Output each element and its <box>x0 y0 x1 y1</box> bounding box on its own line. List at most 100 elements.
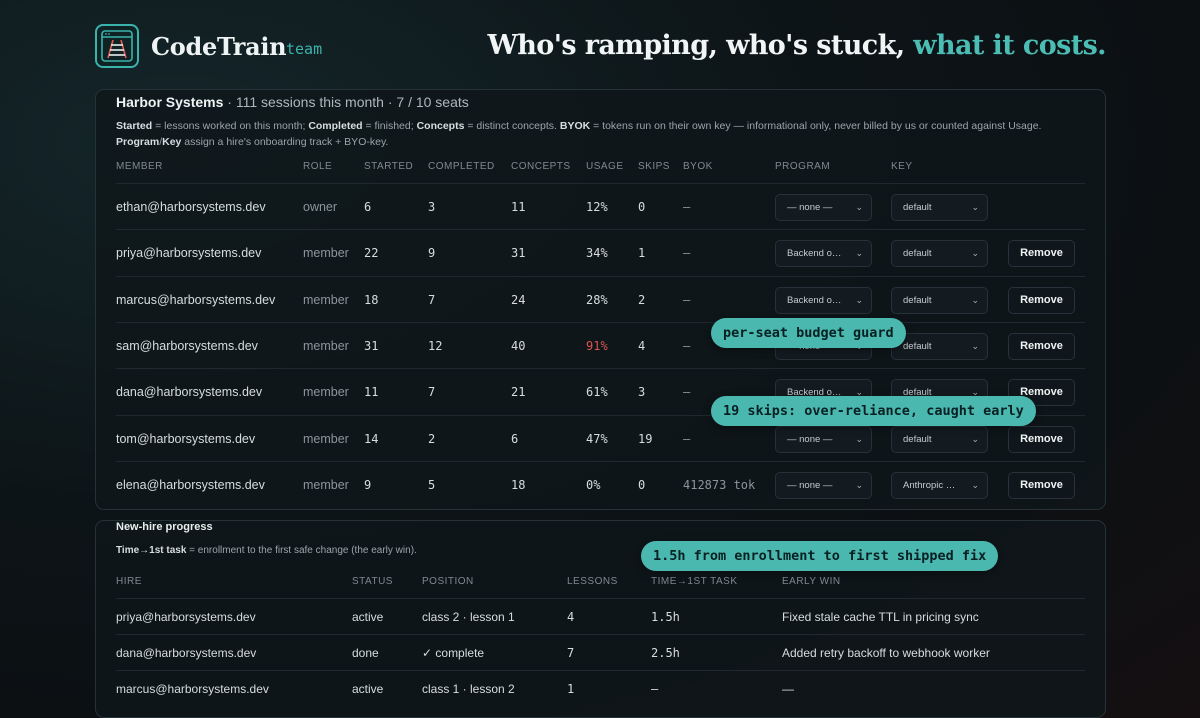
key-select[interactable]: default ⌄ <box>891 425 988 453</box>
table-row: marcus@harborsystems.dev member 18 7 24 28% 2 —… <box>116 275 1085 322</box>
train-track-icon[interactable] <box>95 24 139 68</box>
hire-row: priya@harborsystems.dev active class 2 · l… <box>116 598 1085 634</box>
hire-email: priya@harborsystems.dev <box>116 610 256 624</box>
chevron-down-icon: ⌄ <box>971 387 979 398</box>
usage-percent: 47% <box>586 431 608 446</box>
concepts-count: 21 <box>511 385 526 400</box>
member-email: marcus@harborsystems.dev <box>116 292 276 307</box>
skips-count: 4 <box>638 338 646 353</box>
member-role: member <box>303 477 349 492</box>
remove-button[interactable]: Remove <box>1008 240 1075 268</box>
lessons-count: 1 <box>567 682 575 696</box>
time-to-first-task: 2.5h <box>651 646 680 660</box>
hire-position: class 1 · lesson 2 <box>422 682 515 696</box>
legend-term: Program <box>116 136 160 148</box>
hires-column-header: TIME→1ST TASK <box>651 576 738 587</box>
program-select[interactable]: — none — ⌄ <box>775 471 872 499</box>
legend-text: = tokens run on their own key — informat… <box>590 120 1042 132</box>
program-select[interactable]: Backend o… ⌄ <box>775 240 872 268</box>
hire-row: marcus@harborsystems.dev active class 1 · … <box>116 670 1085 706</box>
key-select[interactable]: default ⌄ <box>891 332 988 360</box>
chevron-down-icon: ⌄ <box>855 479 863 490</box>
member-role: owner <box>303 200 338 214</box>
column-header-concepts: CONCEPTS <box>511 161 571 172</box>
program-select[interactable]: Backend o… ⌄ <box>775 286 872 314</box>
column-header-usage: USAGE <box>586 161 624 172</box>
column-header-started: STARTED <box>364 161 414 172</box>
byok-tokens: — <box>683 385 691 400</box>
table-row: ethan@harborsystems.dev owner 6 3 11 12% 0 — — n… <box>116 183 1085 229</box>
member-email: ethan@harborsystems.dev <box>116 200 266 214</box>
skips-count: 0 <box>638 200 646 214</box>
member-email: tom@harborsystems.dev <box>116 431 256 446</box>
hires-title: New-hire progress <box>116 521 213 533</box>
program-value: Backend o… <box>787 387 842 399</box>
key-select[interactable]: default ⌄ <box>891 286 988 314</box>
legend-term: Key <box>162 136 182 148</box>
key-value: default <box>903 294 932 306</box>
remove-button[interactable]: Remove <box>1008 379 1075 407</box>
concepts-count: 40 <box>511 338 526 353</box>
member-email: priya@harborsystems.dev <box>116 246 262 261</box>
skips-count: 3 <box>638 385 646 400</box>
member-email: elena@harborsystems.dev <box>116 477 265 492</box>
chevron-down-icon: ⌄ <box>971 248 979 259</box>
key-select[interactable]: Anthropic … ⌄ <box>891 471 988 499</box>
page-headline: Who's ramping, who's stuck, what it cost… <box>488 30 1107 61</box>
key-select[interactable]: default ⌄ <box>891 240 988 268</box>
remove-button[interactable]: Remove <box>1008 332 1075 360</box>
table-row: elena@harborsystems.dev member 9 5 18 0% 0 4128… <box>116 460 1085 507</box>
callout-skips: 19 skips: over-reliance, caught early <box>711 396 1036 426</box>
early-win: Fixed stale cache TTL in pricing sync <box>782 610 979 624</box>
concepts-count: 6 <box>511 431 519 446</box>
legend-text: = finished; <box>362 120 417 132</box>
completed-count: 2 <box>428 431 436 446</box>
team-title: Harbor Systems · 111 sessions this month… <box>116 94 469 110</box>
chevron-down-icon: ⌄ <box>971 294 979 305</box>
legend-term: Started <box>116 120 153 132</box>
legend-text: = lessons worked on this month; <box>152 120 309 132</box>
remove-button[interactable]: Remove <box>1008 425 1075 453</box>
skips-count: 0 <box>638 477 646 492</box>
legend-text: / <box>159 136 163 148</box>
remove-button[interactable]: Remove <box>1008 471 1075 499</box>
chevron-down-icon: ⌄ <box>971 202 979 212</box>
time-to-first-task: 1.5h <box>651 610 680 624</box>
started-count: 22 <box>364 246 379 261</box>
started-count: 9 <box>364 477 372 492</box>
column-header-member: MEMBER <box>116 161 163 172</box>
started-count: 18 <box>364 292 379 307</box>
hires-note: Time→1st task = enrollment to the first … <box>116 545 417 556</box>
hires-note-term: Time→1st task <box>116 545 187 556</box>
program-select[interactable]: — none — ⌄ <box>775 194 872 221</box>
column-header-role: ROLE <box>303 161 333 172</box>
hires-note-definition: = enrollment to the first safe change (t… <box>186 545 417 556</box>
key-value: default <box>903 433 932 445</box>
key-value: default <box>903 387 932 399</box>
key-select[interactable]: default ⌄ <box>891 194 988 221</box>
byok-tokens: — <box>683 338 691 353</box>
brand-tag: team <box>286 40 323 58</box>
concepts-count: 24 <box>511 292 526 307</box>
completed-count: 3 <box>428 200 436 214</box>
key-value: default <box>903 340 932 352</box>
program-value: Backend o… <box>787 248 842 260</box>
table-row: tom@harborsystems.dev member 14 2 6 47% 19 — — n… <box>116 414 1085 461</box>
program-select[interactable]: — none — ⌄ <box>775 425 872 453</box>
skips-count: 19 <box>638 431 653 446</box>
skips-count: 2 <box>638 292 646 307</box>
table-row: sam@harborsystems.devmember31124091%4—— … <box>116 321 1085 368</box>
completed-count: 9 <box>428 246 436 261</box>
team-legend: Started = lessons worked on this month; … <box>116 118 1066 150</box>
legend-text: = distinct concepts. <box>464 120 560 132</box>
byok-tokens: — <box>683 431 691 446</box>
callout-first-fix: 1.5h from enrollment to first shipped fi… <box>641 541 999 571</box>
hires-column-header: POSITION <box>422 576 474 587</box>
usage-percent: 28% <box>586 292 608 307</box>
remove-button[interactable]: Remove <box>1008 286 1075 314</box>
hires-column-header: EARLY WIN <box>782 576 841 587</box>
completed-count: 7 <box>428 292 436 307</box>
app-header: CodeTrain team Who's ramping, who's stuc… <box>95 24 1107 70</box>
time-to-first-task: — <box>651 682 659 696</box>
hires-column-header: HIRE <box>116 576 142 587</box>
